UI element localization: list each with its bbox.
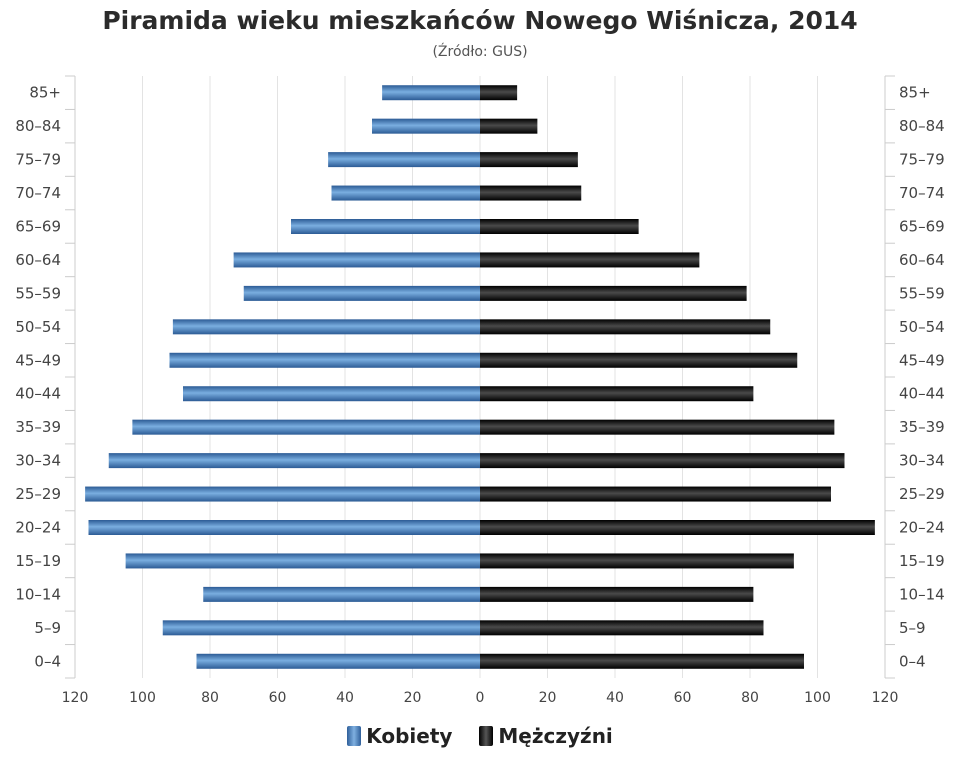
bar-female[interactable] [291, 219, 480, 234]
y-label-right: 30–34 [899, 452, 945, 470]
y-label-right: 25–29 [899, 485, 945, 503]
y-label-right: 45–49 [899, 351, 945, 369]
legend-swatch-female [347, 725, 362, 746]
y-label-right: 20–24 [899, 519, 945, 537]
bar-male[interactable] [480, 319, 771, 335]
bar-female[interactable] [243, 285, 480, 301]
bar-female[interactable] [88, 520, 481, 535]
y-label-right: 40–44 [899, 385, 945, 403]
x-tick-label: 120 [872, 690, 899, 706]
bar-male[interactable] [480, 152, 578, 168]
y-label-left: 5–9 [34, 619, 61, 637]
bar-female[interactable] [125, 553, 480, 569]
x-tick-label: 20 [404, 690, 422, 706]
x-tick-label: 100 [804, 690, 831, 706]
chart-subtitle: (Źródło: GUS) [432, 44, 528, 60]
x-tick-label: 60 [674, 690, 692, 706]
y-label-right: 60–64 [899, 251, 945, 269]
y-label-left: 55–59 [15, 284, 61, 302]
bar-male[interactable] [480, 85, 518, 101]
bar-male[interactable] [480, 653, 804, 669]
bar-male[interactable] [480, 486, 831, 502]
y-label-left: 60–64 [15, 251, 61, 269]
y-label-left: 65–69 [15, 218, 61, 236]
bar-male[interactable] [480, 553, 794, 569]
legend-item-male[interactable]: Mężczyźni [479, 723, 613, 748]
bar-female[interactable] [233, 252, 480, 268]
y-label-left: 45–49 [15, 351, 61, 369]
y-label-left: 25–29 [15, 485, 61, 503]
chart-title: Piramida wieku mieszkańców Nowego Wiśnic… [102, 6, 858, 35]
bar-female[interactable] [169, 352, 481, 368]
bar-female[interactable] [132, 419, 480, 435]
x-tick-label: 80 [741, 690, 759, 706]
bar-female[interactable] [328, 152, 480, 168]
y-label-left: 30–34 [15, 452, 61, 470]
axes: 120 100 80 60 40 20 0 20 40 60 80 100 120 85+ 85+ 80–84… [15, 75, 945, 706]
x-tick-label: 120 [62, 690, 89, 706]
bar-male[interactable] [480, 185, 582, 201]
y-label-left: 80–84 [15, 117, 61, 135]
y-label-left: 0–4 [34, 652, 61, 670]
bar-male[interactable] [480, 386, 754, 402]
bar-male[interactable] [480, 620, 764, 636]
x-tick-label: 40 [336, 690, 354, 706]
bar-female[interactable] [172, 319, 480, 335]
legend-swatch-male [479, 725, 494, 746]
y-label-left: 20–24 [15, 519, 61, 537]
y-label-right: 55–59 [899, 284, 945, 302]
y-label-right: 15–19 [899, 552, 945, 570]
bar-female[interactable] [85, 486, 480, 502]
bar-female[interactable] [203, 586, 480, 602]
bar-female[interactable] [372, 118, 480, 134]
bars [85, 85, 875, 669]
bar-female[interactable] [162, 620, 480, 636]
y-label-left: 10–14 [15, 585, 61, 603]
x-tick-label: 80 [201, 690, 219, 706]
bar-male[interactable] [480, 419, 835, 435]
bar-female[interactable] [183, 386, 480, 402]
y-label-left: 85+ [29, 84, 61, 102]
y-label-left: 70–74 [15, 184, 61, 202]
y-label-right: 80–84 [899, 117, 945, 135]
legend: Kobiety Mężczyźni [0, 722, 960, 748]
legend-label-male: Mężczyźni [498, 723, 613, 748]
y-label-right: 50–54 [899, 318, 945, 336]
y-label-right: 65–69 [899, 218, 945, 236]
legend-item-female[interactable]: Kobiety [347, 724, 452, 748]
y-label-right: 10–14 [899, 585, 945, 603]
y-label-right: 0–4 [899, 652, 926, 670]
y-label-right: 5–9 [899, 619, 926, 637]
bar-female[interactable] [196, 653, 481, 669]
x-tick-label: 20 [539, 690, 557, 706]
y-label-left: 40–44 [15, 385, 61, 403]
y-label-right: 70–74 [899, 184, 945, 202]
y-label-right: 75–79 [899, 151, 945, 169]
bar-male[interactable] [480, 520, 875, 535]
bar-male[interactable] [480, 118, 538, 134]
y-label-left: 35–39 [15, 418, 61, 436]
x-tick-label: 40 [606, 690, 624, 706]
bar-female[interactable] [108, 453, 480, 469]
y-label-right: 85+ [899, 84, 931, 102]
x-tick-label: 60 [269, 690, 287, 706]
y-label-right: 35–39 [899, 418, 945, 436]
bar-male[interactable] [480, 453, 845, 469]
bar-male[interactable] [480, 252, 700, 268]
bar-male[interactable] [480, 586, 754, 602]
bar-male[interactable] [480, 219, 639, 234]
y-label-left: 50–54 [15, 318, 61, 336]
legend-label-female: Kobiety [366, 723, 453, 748]
y-label-left: 75–79 [15, 151, 61, 169]
x-tick-label: 0 [476, 690, 485, 706]
y-label-left: 15–19 [15, 552, 61, 570]
bar-female[interactable] [382, 85, 480, 101]
bar-female[interactable] [331, 185, 481, 201]
bar-male[interactable] [480, 352, 798, 368]
x-tick-label: 100 [129, 690, 156, 706]
bar-male[interactable] [480, 285, 747, 301]
